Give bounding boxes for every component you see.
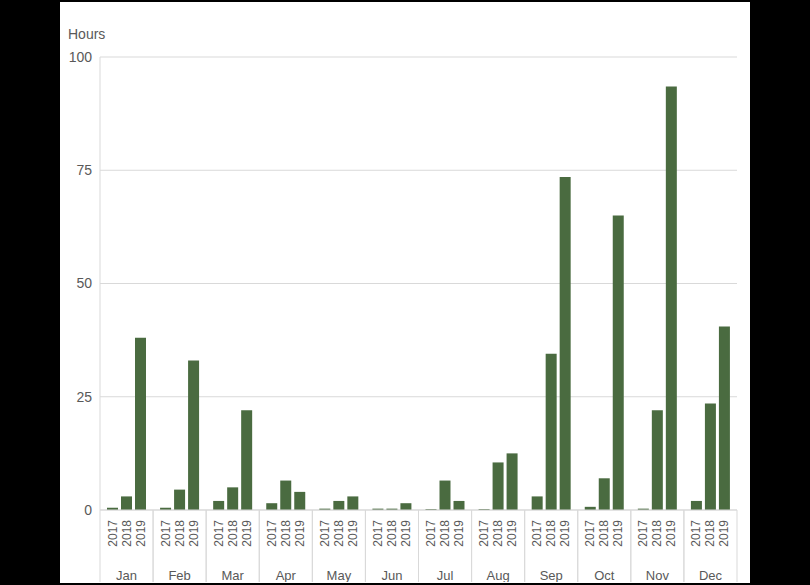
svg-text:Nov: Nov bbox=[646, 568, 670, 582]
svg-text:2018: 2018 bbox=[120, 520, 134, 547]
svg-text:2018: 2018 bbox=[597, 520, 611, 547]
svg-text:2019: 2019 bbox=[240, 520, 254, 547]
svg-text:2018: 2018 bbox=[544, 520, 558, 547]
svg-text:2018: 2018 bbox=[703, 520, 717, 547]
svg-text:2017: 2017 bbox=[530, 520, 544, 547]
svg-text:2018: 2018 bbox=[279, 520, 293, 547]
svg-text:2019: 2019 bbox=[187, 520, 201, 547]
svg-text:2019: 2019 bbox=[346, 520, 360, 547]
svg-text:2018: 2018 bbox=[650, 520, 664, 547]
svg-text:2019: 2019 bbox=[558, 520, 572, 547]
svg-text:2018: 2018 bbox=[226, 520, 240, 547]
svg-text:0: 0 bbox=[84, 502, 92, 518]
svg-text:25: 25 bbox=[76, 389, 92, 405]
svg-text:100: 100 bbox=[69, 49, 93, 65]
svg-text:2017: 2017 bbox=[159, 520, 173, 547]
svg-text:2019: 2019 bbox=[399, 520, 413, 547]
svg-text:2017: 2017 bbox=[106, 520, 120, 547]
svg-text:Oct: Oct bbox=[594, 568, 615, 582]
svg-text:50: 50 bbox=[76, 275, 92, 291]
svg-text:2019: 2019 bbox=[452, 520, 466, 547]
svg-text:May: May bbox=[327, 568, 352, 582]
svg-text:2019: 2019 bbox=[505, 520, 519, 547]
svg-text:2019: 2019 bbox=[717, 520, 731, 547]
svg-text:2018: 2018 bbox=[173, 520, 187, 547]
svg-text:2019: 2019 bbox=[664, 520, 678, 547]
svg-text:2017: 2017 bbox=[636, 520, 650, 547]
svg-text:2017: 2017 bbox=[212, 520, 226, 547]
html-text:Hours: Hours bbox=[68, 26, 106, 42]
svg-text:2017: 2017 bbox=[318, 520, 332, 547]
svg-text:2017: 2017 bbox=[424, 520, 438, 547]
svg-text:Jul: Jul bbox=[437, 568, 454, 582]
svg-text:Sep: Sep bbox=[540, 568, 563, 582]
svg-text:Mar: Mar bbox=[222, 568, 245, 582]
svg-text:Aug: Aug bbox=[487, 568, 510, 582]
svg-text:Feb: Feb bbox=[168, 568, 190, 582]
svg-text:Jan: Jan bbox=[116, 568, 137, 582]
svg-text:Apr: Apr bbox=[276, 568, 297, 582]
svg-text:2019: 2019 bbox=[134, 520, 148, 547]
svg-text:2019: 2019 bbox=[293, 520, 307, 547]
svg-text:2018: 2018 bbox=[438, 520, 452, 547]
svg-text:2017: 2017 bbox=[265, 520, 279, 547]
svg-text:Jun: Jun bbox=[381, 568, 402, 582]
svg-text:75: 75 bbox=[76, 162, 92, 178]
svg-text:2017: 2017 bbox=[583, 520, 597, 547]
svg-text:2018: 2018 bbox=[491, 520, 505, 547]
svg-text:2018: 2018 bbox=[385, 520, 399, 547]
svg-text:2018: 2018 bbox=[332, 520, 346, 547]
svg-text:2017: 2017 bbox=[689, 520, 703, 547]
svg-text:Dec: Dec bbox=[699, 568, 723, 582]
svg-text:2019: 2019 bbox=[611, 520, 625, 547]
svg-text:2017: 2017 bbox=[477, 520, 491, 547]
svg-text:2017: 2017 bbox=[371, 520, 385, 547]
